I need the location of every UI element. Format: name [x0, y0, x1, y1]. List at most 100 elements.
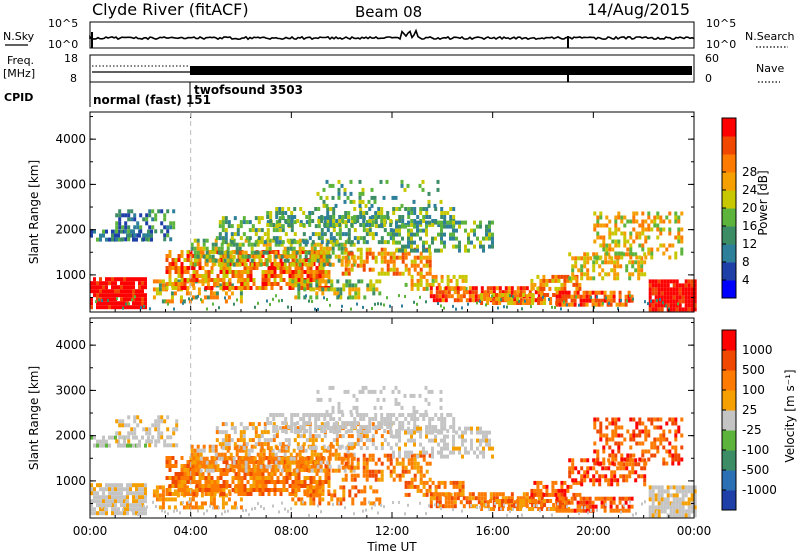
echo-cell — [337, 191, 341, 196]
echo-cell — [247, 452, 251, 457]
echo-cell — [290, 417, 294, 421]
echo-cell — [570, 508, 574, 513]
echo-cell — [401, 259, 405, 264]
echo-cell — [105, 439, 108, 444]
echo-cell — [249, 274, 253, 278]
echo-cell — [308, 446, 312, 451]
echo-cell — [310, 242, 314, 247]
echo-cell — [456, 290, 460, 295]
echo-cell — [325, 203, 329, 208]
echo-cell — [227, 442, 231, 447]
echo-cell — [160, 415, 164, 420]
echo-cell — [356, 465, 360, 470]
echo-cell — [474, 294, 478, 299]
echo-cell — [201, 274, 205, 278]
echo-cell — [275, 220, 279, 225]
echo-cell — [395, 248, 398, 253]
echo-cell — [127, 225, 131, 230]
echo-cell — [233, 446, 237, 451]
echo-cell — [207, 250, 211, 254]
echo-cell — [425, 300, 427, 304]
echo-cell — [365, 220, 369, 225]
echo-cell — [425, 271, 429, 276]
echo-cell — [129, 487, 132, 492]
echo-cell — [350, 263, 354, 268]
echo-cell — [395, 232, 398, 237]
echo-cell — [278, 236, 282, 241]
echo-cell — [280, 242, 284, 247]
echo-cell — [205, 468, 209, 473]
echo-cell — [99, 439, 102, 444]
echo-cell — [278, 240, 282, 245]
echo-cell — [312, 497, 316, 502]
echo-cell — [347, 236, 351, 241]
echo-cell — [180, 286, 184, 290]
echo-cell — [275, 224, 279, 229]
echo-cell — [141, 495, 144, 500]
echo-cell — [631, 462, 635, 467]
echo-cell — [136, 443, 140, 448]
echo-cell — [674, 429, 678, 434]
echo-cell — [213, 278, 217, 282]
echo-cell — [111, 229, 114, 234]
echo-cell — [266, 421, 270, 425]
echo-cell — [537, 496, 541, 501]
echo-cell — [371, 473, 375, 478]
echo-cell — [543, 499, 547, 503]
echo-cell — [471, 286, 475, 291]
echo-cell — [614, 441, 618, 446]
echo-cell — [202, 464, 206, 469]
echo-cell — [449, 215, 453, 219]
echo-cell — [312, 262, 316, 266]
echo-cell — [240, 278, 244, 282]
echo-cell — [341, 477, 345, 482]
echo-cell — [543, 293, 547, 297]
echo-cell — [464, 446, 467, 451]
echo-cell — [249, 492, 253, 496]
echo-cell — [489, 286, 493, 291]
echo-cell — [213, 464, 217, 468]
echo-cell — [601, 268, 605, 273]
echo-cell — [488, 220, 491, 225]
echo-cell — [177, 266, 181, 270]
echo-cell — [443, 484, 447, 489]
echo-cell — [242, 220, 246, 225]
echo-cell — [477, 294, 481, 299]
echo-cell — [303, 501, 307, 506]
echo-cell — [96, 483, 99, 488]
echo-cell — [353, 219, 357, 223]
echo-cell — [186, 254, 190, 258]
echo-cell — [398, 294, 400, 298]
echo-cell — [323, 434, 327, 439]
echo-cell — [654, 291, 658, 296]
echo-cell — [238, 464, 242, 469]
echo-cell — [262, 448, 266, 453]
nsky-label: N.Sky — [3, 30, 35, 43]
echo-cell — [331, 238, 335, 243]
echo-cell — [186, 250, 190, 254]
echo-cell — [416, 224, 419, 229]
echo-cell — [589, 256, 593, 261]
echo-cell — [291, 472, 295, 476]
echo-cell — [225, 282, 229, 286]
echo-cell — [413, 263, 417, 268]
echo-cell — [504, 496, 508, 501]
echo-cell — [182, 301, 184, 305]
echo-cell — [280, 254, 284, 259]
echo-cell — [362, 305, 364, 309]
echo-cell — [440, 425, 444, 429]
echo-cell — [273, 258, 277, 262]
echo-cell — [169, 443, 173, 448]
echo-cell — [632, 219, 636, 224]
echo-cell — [344, 425, 348, 429]
echo-cell — [325, 460, 329, 465]
echo-cell — [438, 496, 442, 501]
echo-cell — [410, 282, 414, 287]
echo-cell — [154, 217, 158, 222]
echo-cell — [242, 442, 246, 447]
echo-cell — [141, 487, 144, 492]
echo-cell — [356, 442, 360, 447]
echo-cell — [608, 255, 612, 260]
echo-cell — [362, 413, 366, 417]
echo-cell — [230, 232, 234, 237]
